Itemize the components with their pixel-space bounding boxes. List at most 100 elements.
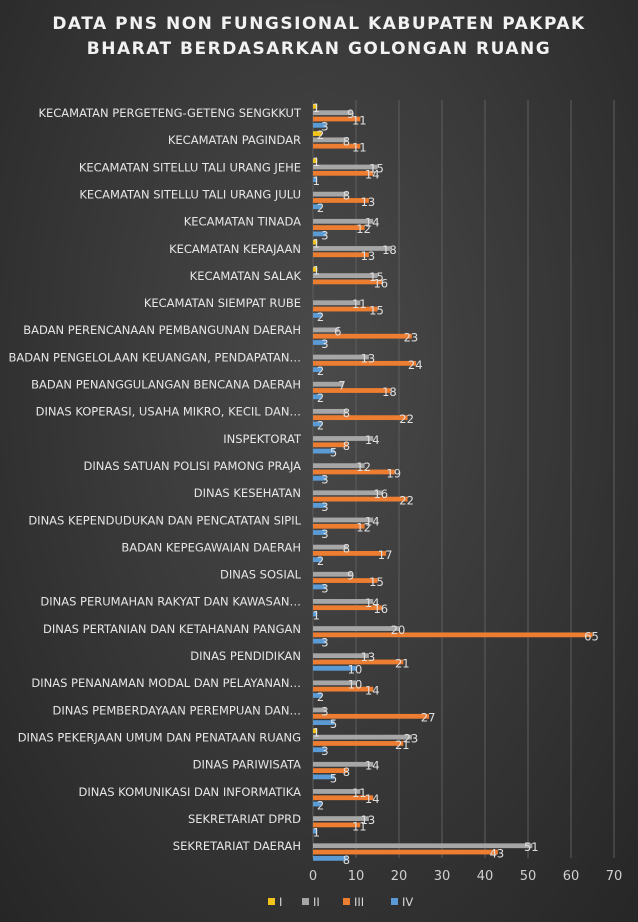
bar-iv bbox=[313, 231, 326, 237]
bar-ii bbox=[313, 436, 374, 441]
bar-i bbox=[313, 266, 318, 272]
category-label: KECAMATAN SIEMPAT RUBE bbox=[144, 296, 301, 310]
data-label: 18 bbox=[382, 385, 397, 399]
bar-iii bbox=[313, 116, 361, 122]
data-label: 2 bbox=[317, 201, 324, 215]
data-label: 21 bbox=[395, 738, 410, 752]
data-label: 8 bbox=[343, 542, 350, 556]
bar-ii bbox=[313, 463, 365, 469]
chart-title-line-2: BHARAT BERDASARKAN GOLONGAN RUANG bbox=[86, 39, 552, 59]
legend-swatch bbox=[268, 898, 275, 905]
bar-ii bbox=[313, 137, 348, 143]
x-tick-label: 20 bbox=[391, 869, 408, 884]
bars bbox=[313, 104, 593, 861]
data-label: 3 bbox=[321, 473, 328, 487]
category-label: BADAN PENANGGULANGAN BENCANA DAERAH bbox=[31, 378, 301, 392]
data-label: 3 bbox=[321, 581, 328, 595]
bar-iv bbox=[313, 828, 318, 834]
category-label: DINAS PEMBERDAYAAN PEREMPUAN DAN… bbox=[53, 703, 302, 717]
data-label: 19 bbox=[386, 466, 401, 480]
bar-ii bbox=[313, 164, 378, 170]
bar-i bbox=[313, 239, 318, 245]
bar-ii bbox=[313, 653, 369, 659]
data-label: 10 bbox=[348, 663, 363, 677]
data-label: 10 bbox=[348, 677, 363, 691]
category-label: KECAMATAN PAGINDAR bbox=[168, 133, 301, 147]
bar-iii bbox=[313, 768, 348, 773]
x-tick-label: 60 bbox=[563, 869, 580, 884]
data-label: 13 bbox=[361, 249, 376, 263]
category-label: KECAMATAN SITELLU TALI URANG JULU bbox=[79, 187, 301, 201]
legend-swatch bbox=[343, 898, 350, 905]
category-label: KECAMATAN KERAJAAN bbox=[169, 242, 301, 256]
data-label: 22 bbox=[399, 412, 414, 426]
data-label: 9 bbox=[347, 569, 354, 583]
category-label: DINAS SATUAN POLISI PAMONG PRAJA bbox=[84, 459, 302, 473]
bar-iii bbox=[313, 605, 382, 611]
bar-ii bbox=[313, 843, 533, 849]
bar-iii bbox=[313, 333, 412, 339]
data-label: 27 bbox=[421, 711, 436, 725]
bar-i bbox=[313, 131, 322, 136]
bar-ii bbox=[313, 490, 382, 496]
data-label: 15 bbox=[369, 575, 384, 589]
legend-entry: II bbox=[313, 895, 320, 909]
data-label: 1 bbox=[313, 264, 320, 278]
data-label: 1 bbox=[313, 101, 320, 115]
bar-iii bbox=[313, 415, 408, 421]
data-label: 11 bbox=[352, 297, 367, 311]
bar-iii bbox=[313, 225, 365, 230]
data-label: 14 bbox=[365, 792, 380, 806]
data-label: 15 bbox=[369, 303, 384, 317]
data-label: 8 bbox=[343, 853, 350, 867]
bar-ii bbox=[313, 110, 352, 116]
bar-iii bbox=[313, 632, 593, 638]
bar-iv bbox=[313, 584, 326, 590]
bar-iv bbox=[313, 394, 322, 400]
data-label: 21 bbox=[395, 656, 410, 670]
data-label: 1 bbox=[313, 237, 320, 251]
category-label: SEKRETARIAT DPRD bbox=[188, 812, 301, 826]
bar-iii bbox=[313, 360, 417, 366]
data-label: 13 bbox=[361, 351, 376, 365]
data-label: 24 bbox=[408, 358, 423, 372]
data-label: 8 bbox=[343, 134, 350, 148]
bar-iii bbox=[313, 442, 348, 448]
category-label: DINAS PEKERJAAN UMUM DAN PENATAAN RUANG bbox=[18, 730, 301, 744]
data-label: 11 bbox=[352, 819, 367, 833]
category-label: KECAMATAN PERGETENG-GETENG SENGKKUT bbox=[38, 106, 302, 120]
bar-iv bbox=[313, 312, 322, 318]
data-label: 2 bbox=[317, 554, 324, 568]
legend-swatch bbox=[391, 898, 398, 905]
data-label: 11 bbox=[352, 113, 367, 127]
data-label: 2 bbox=[317, 391, 324, 405]
bar-ii bbox=[313, 517, 374, 523]
data-label: 14 bbox=[365, 514, 380, 528]
data-label: 14 bbox=[365, 596, 380, 610]
category-label: DINAS PERUMAHAN RAKYAT DAN KAWASAN… bbox=[40, 595, 301, 609]
data-label: 14 bbox=[365, 759, 380, 773]
data-label: 22 bbox=[399, 494, 414, 508]
data-label: 5 bbox=[330, 717, 337, 731]
legend-entry: I bbox=[279, 895, 282, 909]
data-label: 11 bbox=[352, 786, 367, 800]
bar-iv bbox=[313, 855, 348, 861]
bar-iii bbox=[313, 578, 378, 583]
data-label: 15 bbox=[369, 270, 384, 284]
bar-iii bbox=[313, 306, 378, 312]
bar-iv bbox=[313, 665, 356, 671]
data-label: 8 bbox=[343, 189, 350, 203]
bar-iv bbox=[313, 693, 322, 698]
data-label: 11 bbox=[352, 141, 367, 155]
data-label: 3 bbox=[321, 337, 328, 351]
bar-iv bbox=[313, 530, 326, 535]
bar-ii bbox=[313, 246, 391, 251]
bar-iv bbox=[313, 503, 326, 508]
bar-iii bbox=[313, 469, 395, 475]
data-label: 3 bbox=[321, 704, 328, 718]
data-label: 12 bbox=[356, 460, 371, 474]
bar-iv bbox=[313, 774, 335, 780]
legend-swatch bbox=[302, 898, 309, 905]
bar-ii bbox=[313, 191, 348, 197]
data-label: 2 bbox=[317, 310, 324, 324]
